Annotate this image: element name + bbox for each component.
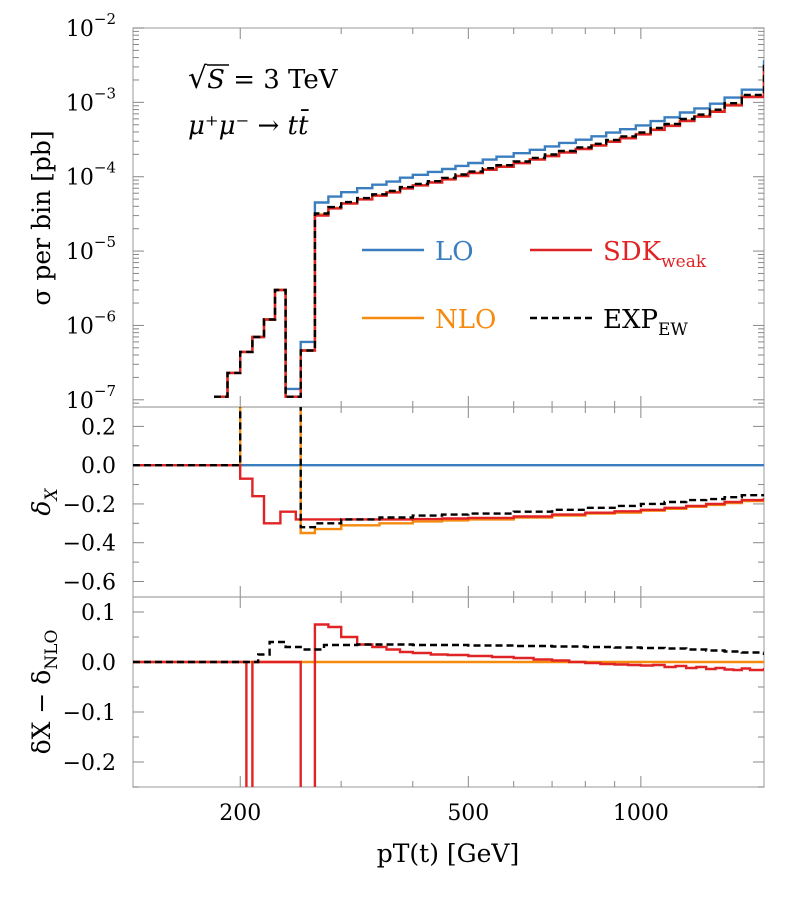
middle-y-tick-label: −0.2 xyxy=(63,493,116,518)
bottom-series-exp-ew-line xyxy=(133,640,764,664)
legend-label-exp: EXPEW xyxy=(603,305,688,340)
series-lo-line xyxy=(214,60,764,398)
x-axis-label: pT(t) [GeV] xyxy=(377,839,520,868)
bottom-series-sdk-weak-line xyxy=(133,623,764,787)
bottom-y-tick-label: −0.2 xyxy=(63,751,116,776)
x-tick-label: 500 xyxy=(447,801,489,826)
panel-top: 10−7 10−6 10−5 10−4 10−3 10−2 √S = 3 TeV μ⁺μ⁻ →… xyxy=(66,10,765,414)
top-y-tick-label: 10−2 xyxy=(66,10,116,42)
y-axis-labels: σ per bin [pb] δX δX − δNLO xyxy=(27,130,62,754)
top-y-tick-label: 10−7 xyxy=(66,382,116,414)
middle-series-sdk-weak-line xyxy=(133,464,764,525)
panel-middle: 0.2 0.0 −0.2 −0.4 −0.6 xyxy=(63,406,765,598)
x-tick-label: 1000 xyxy=(613,801,669,826)
legend-label-sdk: SDKweak xyxy=(603,237,707,272)
bottom-y-tick-label: 0.0 xyxy=(81,651,116,676)
x-axis-label-text: pT(t) [GeV] xyxy=(377,839,520,868)
bottom-y-axis-label: δX − δNLO xyxy=(27,630,62,755)
middle-y-axis-label: δX xyxy=(27,488,62,516)
top-y-tick-label: 10−5 xyxy=(66,233,116,265)
bottom-panel-frame xyxy=(132,596,765,788)
legend-label-lo: LO xyxy=(435,237,474,267)
top-y-tick-label: 10−6 xyxy=(66,307,116,339)
middle-y-tick-label: 0.2 xyxy=(81,415,116,440)
top-y-axis-label: σ per bin [pb] xyxy=(27,130,56,305)
process-annotation: μ⁺μ⁻ → tt̄ xyxy=(188,108,310,141)
legend-label-nlo: NLO xyxy=(435,305,496,335)
bottom-y-tick-label: −0.1 xyxy=(63,701,116,726)
top-y-tick-label: 10−3 xyxy=(66,84,116,116)
panel-bottom: 200 500 1000 0.1 0.0 −0.1 −0.2 xyxy=(63,596,765,826)
series-sdk-weak-line xyxy=(214,67,764,398)
energy-annotation: √S = 3 TeV xyxy=(188,61,339,96)
middle-y-tick-label: −0.4 xyxy=(63,532,116,557)
x-tick-label: 200 xyxy=(219,801,261,826)
top-y-tick-label: 10−4 xyxy=(66,159,116,191)
middle-y-tick-label: 0.0 xyxy=(81,454,116,479)
middle-series-exp-ew-line xyxy=(133,407,764,529)
middle-y-tick-label: −0.6 xyxy=(63,570,116,595)
bottom-y-tick-label: 0.1 xyxy=(81,601,116,626)
